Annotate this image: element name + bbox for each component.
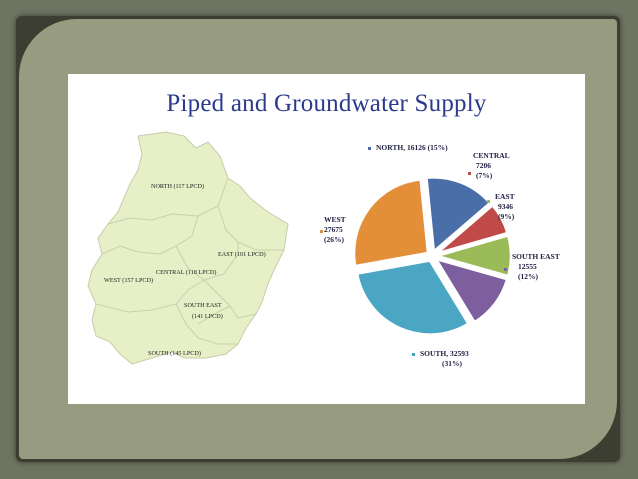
pie-label-marker-south bbox=[412, 353, 415, 356]
pie-label-marker-west bbox=[320, 230, 323, 233]
figure-canvas: NORTH (117 LPCD) EAST (101 LPCD) CENTRAL… bbox=[87, 131, 560, 368]
map-label-east: EAST (101 LPCD) bbox=[218, 251, 266, 258]
pie-slice-central bbox=[435, 203, 510, 255]
chart-title: Piped and Groundwater Supply bbox=[166, 90, 487, 117]
map-zone-borders bbox=[95, 177, 284, 345]
pie-label-marker-north bbox=[368, 147, 371, 150]
pie-slice-east bbox=[432, 233, 513, 278]
pie-label-south: SOUTH, 32593 (31%) bbox=[420, 349, 469, 368]
map-label-central: CENTRAL (118 LPCD) bbox=[156, 269, 216, 276]
pie-label-marker-east bbox=[487, 200, 490, 203]
pie-label-marker-central bbox=[468, 172, 471, 175]
map-label-south-east: SOUTH EAST bbox=[184, 302, 222, 309]
pie-chart bbox=[352, 176, 513, 336]
map-outline bbox=[87, 131, 289, 365]
pie-label-marker-south-east bbox=[504, 268, 507, 271]
pie-label-south-east: SOUTH EAST 12555 (12%) bbox=[512, 252, 560, 281]
pie-label-west: WEST 27675 (26%) bbox=[324, 215, 346, 244]
pie-labels: NORTH, 16126 (15%) CENTRAL 7206 (7%) EAST 934… bbox=[320, 143, 560, 368]
pie-slice-south bbox=[355, 259, 471, 336]
pie-label-central: CENTRAL 7206 (7%) bbox=[473, 151, 510, 180]
pie-label-north: NORTH, 16126 (15%) bbox=[376, 143, 448, 152]
pie-label-east: EAST 9346 (9%) bbox=[495, 192, 515, 221]
pie-slice-south-east bbox=[433, 256, 509, 324]
map-label-south-east-lpcd: (141 LPCD) bbox=[192, 313, 223, 320]
map-label-north: NORTH (117 LPCD) bbox=[151, 183, 204, 190]
map-label-south: SOUTH (145 LPCD) bbox=[148, 350, 201, 357]
zone-map: NORTH (117 LPCD) EAST (101 LPCD) CENTRAL… bbox=[87, 131, 289, 365]
pie-slice-west bbox=[352, 177, 430, 268]
map-label-west: WEST (157 LPCD) bbox=[104, 277, 153, 284]
slide-content: Piped and Groundwater Supply NORTH (117 … bbox=[68, 74, 585, 404]
